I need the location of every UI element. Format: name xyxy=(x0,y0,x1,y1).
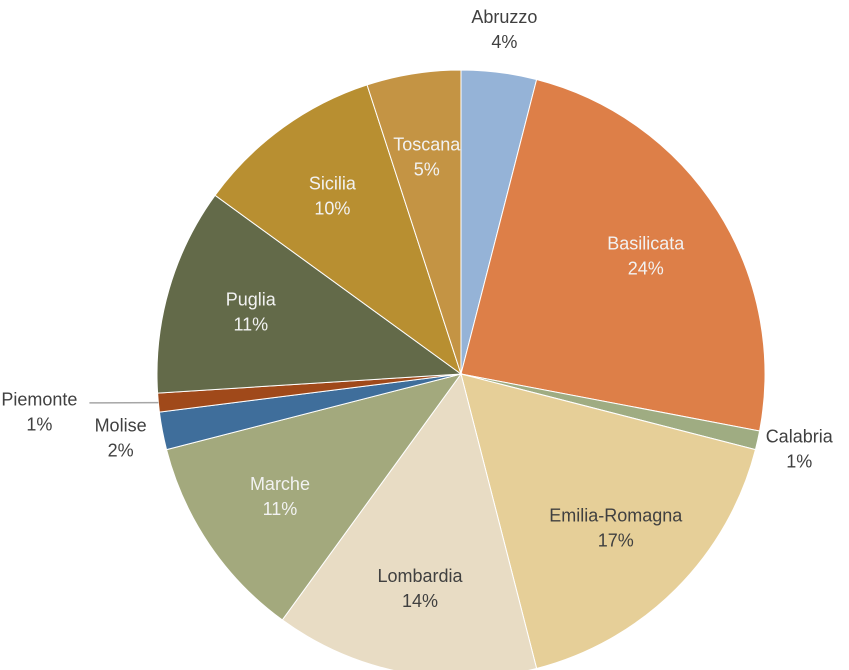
data-label-name: Piemonte xyxy=(1,390,77,410)
data-label-value: 11% xyxy=(233,315,268,335)
data-label-value: 10% xyxy=(314,199,350,219)
data-label-value: 2% xyxy=(108,441,134,461)
pie-slice xyxy=(165,373,463,621)
pie-slice xyxy=(281,372,538,670)
data-label-value: 14% xyxy=(402,591,438,611)
data-label-name: Emilia-Romagna xyxy=(549,506,683,526)
data-label-name: Marche xyxy=(250,474,310,494)
data-label-name: Molise xyxy=(95,416,147,436)
data-label-name: Toscana xyxy=(393,135,461,155)
pie-slice xyxy=(460,373,757,670)
data-label-value: 11% xyxy=(263,499,298,519)
data-label-value: 24% xyxy=(628,258,664,278)
pie-slice xyxy=(366,69,462,375)
data-label-name: Lombardia xyxy=(377,566,463,586)
data-label-value: 5% xyxy=(414,160,440,180)
data-label-value: 1% xyxy=(786,451,812,471)
pie-slice xyxy=(460,78,766,432)
data-label-value: 4% xyxy=(491,32,517,52)
data-label-name: Calabria xyxy=(766,426,834,446)
data-label-name: Sicilia xyxy=(309,174,357,194)
data-label-name: Puglia xyxy=(226,290,277,310)
data-label-name: Basilicata xyxy=(607,233,685,253)
data-label-value: 17% xyxy=(598,531,634,551)
data-label-name: Abruzzo xyxy=(471,7,537,27)
data-label-value: 1% xyxy=(26,415,52,435)
pie-slice xyxy=(156,194,463,394)
pie-slice xyxy=(214,84,462,376)
